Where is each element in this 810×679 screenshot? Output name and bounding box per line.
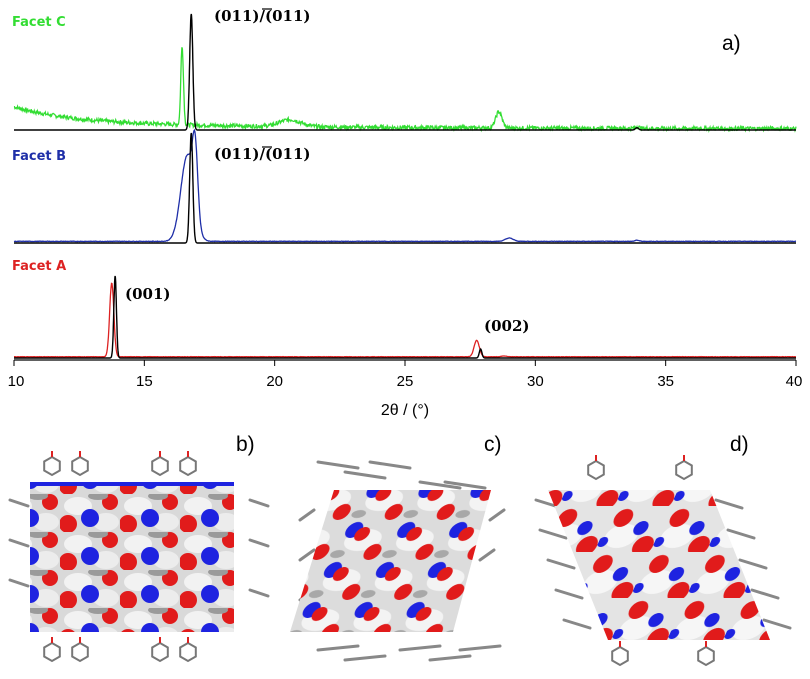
surface-edge-b (30, 482, 234, 486)
molecule-rod-c-s-1 (298, 548, 316, 562)
molecule-rod-b-5 (248, 588, 270, 598)
molecule-ring-b-2 (151, 455, 169, 477)
panel-d-label: d) (730, 433, 749, 456)
molecule-sticks-d (534, 455, 792, 667)
molecule-rod-b-0 (8, 498, 30, 508)
x-tick-label-15: 15 (136, 373, 153, 390)
molecule-ring-b-4 (43, 641, 61, 663)
facet-b-label: Facet B (12, 149, 66, 164)
molecule-rod-d-2 (546, 558, 576, 570)
molecule-rod-d-4 (562, 618, 592, 630)
facet-c-label: Facet C (12, 15, 66, 30)
molecule-rod-c-b-3 (428, 654, 472, 662)
x-tick-label-25: 25 (397, 373, 414, 390)
molecule-ring-b-3 (179, 455, 197, 477)
molecule-rod-c-s-4 (478, 548, 496, 562)
peak-label-001: (001) (125, 285, 171, 303)
x-tick-label-20: 20 (266, 373, 283, 390)
simulated-line-facet-c (14, 13, 796, 131)
series-line-facet-a (14, 282, 796, 358)
surface-map-d (548, 490, 770, 640)
crystal-surface-d (534, 455, 792, 667)
molecule-ring-b-5 (71, 641, 89, 663)
x-axis-ticks: 10 15 20 25 30 35 40 (8, 360, 803, 390)
molecule-rod-c-3 (418, 480, 462, 490)
molecule-rod-b-3 (248, 498, 270, 508)
molecule-rod-d-r-3 (750, 588, 780, 600)
series-line-facet-b (13, 128, 796, 243)
peak-label-facet-b-011: (011)/(011) (214, 145, 311, 163)
panel-a-label: a) (722, 32, 741, 55)
molecule-rod-b-1 (8, 538, 30, 548)
molecule-rod-d-r-4 (762, 618, 792, 630)
molecule-ring-b-1 (71, 455, 89, 477)
molecule-ring-b-0 (43, 455, 61, 477)
molecule-rod-b-4 (248, 538, 270, 548)
molecule-rod-c-s-3 (488, 508, 506, 522)
x-tick-label-35: 35 (657, 373, 674, 390)
molecule-rod-d-3 (554, 588, 584, 600)
crystal-surface-b (8, 451, 270, 663)
molecule-ring-d-1 (675, 459, 693, 481)
molecule-rod-c-b-1 (343, 654, 387, 662)
molecule-rod-c-2 (368, 460, 412, 470)
simulated-line-facet-b (14, 132, 796, 244)
x-axis-title: 2θ / (°) (381, 402, 429, 419)
simulated-line-facet-a (14, 275, 796, 359)
molecule-rod-d-r-1 (726, 528, 756, 540)
molecule-rod-c-s-0 (298, 508, 316, 522)
x-tick-label-10: 10 (8, 373, 25, 390)
facet-a-label: Facet A (12, 259, 66, 274)
crystal-surface-c (290, 460, 506, 662)
molecule-rod-c-4 (443, 480, 487, 490)
molecule-rod-c-b-0 (316, 644, 360, 652)
molecule-rod-c-1 (343, 470, 387, 480)
molecule-ring-d-2 (611, 645, 629, 667)
molecule-rod-b-2 (8, 578, 30, 588)
molecule-rod-c-b-2 (398, 644, 442, 652)
molecule-ring-b-6 (151, 641, 169, 663)
surface-map-c (290, 490, 491, 632)
peak-label-facet-c-011: (011)/(011) (214, 7, 311, 25)
surface-map-b (30, 482, 234, 632)
molecule-rod-d-r-0 (714, 498, 744, 510)
series-line-facet-c (13, 47, 797, 133)
molecule-rod-d-1 (538, 528, 568, 540)
x-tick-label-30: 30 (527, 373, 544, 390)
molecule-rod-c-0 (316, 460, 360, 470)
molecule-ring-d-0 (587, 459, 605, 481)
molecule-sticks-b (8, 451, 270, 663)
xrd-traces (13, 13, 797, 359)
x-tick-label-40: 40 (786, 373, 803, 390)
molecule-ring-d-3 (697, 645, 715, 667)
molecule-ring-b-7 (179, 641, 197, 663)
molecule-rod-c-b-4 (458, 644, 502, 652)
panel-c-label: c) (484, 433, 502, 456)
panel-b-label: b) (236, 433, 255, 456)
peak-label-002: (002) (484, 317, 530, 335)
molecule-rod-d-r-2 (738, 558, 768, 570)
